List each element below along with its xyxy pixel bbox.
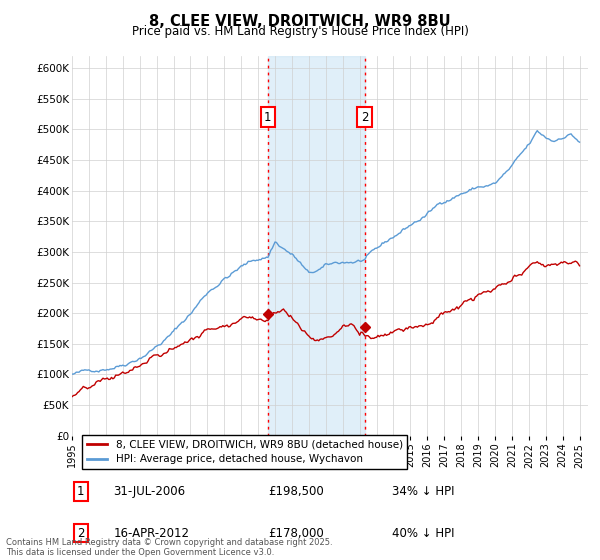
Text: 2: 2 bbox=[361, 111, 368, 124]
Text: £178,000: £178,000 bbox=[268, 526, 324, 539]
Text: 1: 1 bbox=[264, 111, 272, 124]
Text: 40% ↓ HPI: 40% ↓ HPI bbox=[392, 526, 454, 539]
Text: 34% ↓ HPI: 34% ↓ HPI bbox=[392, 485, 454, 498]
Text: Price paid vs. HM Land Registry's House Price Index (HPI): Price paid vs. HM Land Registry's House … bbox=[131, 25, 469, 38]
Text: £198,500: £198,500 bbox=[268, 485, 324, 498]
Text: 8, CLEE VIEW, DROITWICH, WR9 8BU: 8, CLEE VIEW, DROITWICH, WR9 8BU bbox=[149, 14, 451, 29]
Text: 16-APR-2012: 16-APR-2012 bbox=[113, 526, 189, 539]
Text: 2: 2 bbox=[77, 526, 85, 539]
Text: Contains HM Land Registry data © Crown copyright and database right 2025.
This d: Contains HM Land Registry data © Crown c… bbox=[6, 538, 332, 557]
Legend: 8, CLEE VIEW, DROITWICH, WR9 8BU (detached house), HPI: Average price, detached : 8, CLEE VIEW, DROITWICH, WR9 8BU (detach… bbox=[82, 435, 407, 469]
Bar bbox=[268, 56, 365, 436]
Text: 31-JUL-2006: 31-JUL-2006 bbox=[113, 485, 185, 498]
Text: 1: 1 bbox=[77, 485, 85, 498]
